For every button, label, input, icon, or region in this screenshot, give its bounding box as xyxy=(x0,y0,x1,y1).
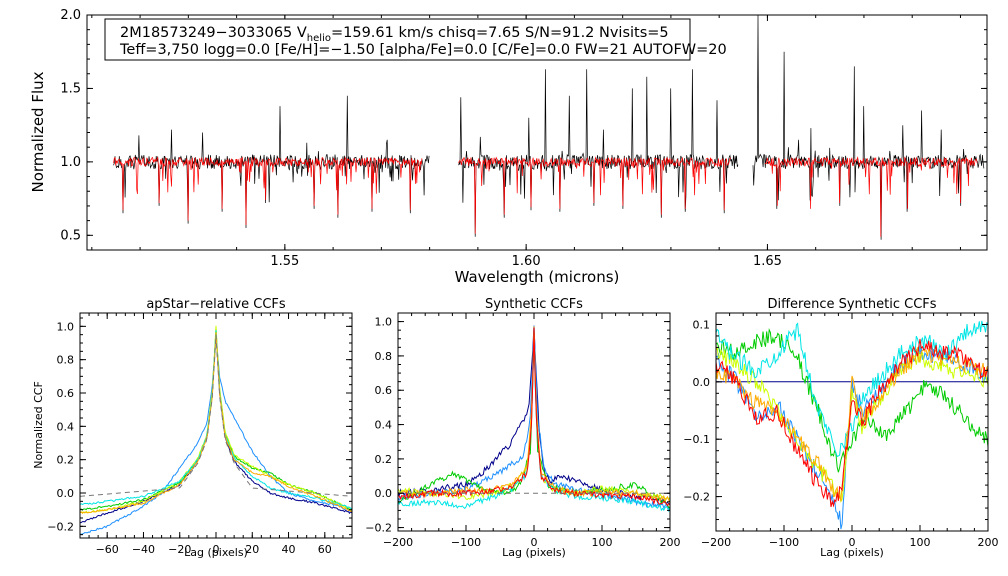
3-x-tick-label: 100 xyxy=(910,536,931,549)
synthetic-ccf-plot-area xyxy=(397,325,671,513)
3-y-tick-label: −0.2 xyxy=(683,491,710,504)
2-x-tick-label: −100 xyxy=(451,536,481,549)
1-y-tick-label: −0.2 xyxy=(47,520,74,533)
observed-spectrum-line xyxy=(752,14,985,240)
spectrum-info-line-1: 2M18573249−3033065 Vhelio=159.61 km/s ch… xyxy=(120,25,669,44)
3-y-tick-label: 0.0 xyxy=(693,376,711,389)
1-y-tick-label: 0.0 xyxy=(57,487,75,500)
spectrum-info-box xyxy=(104,18,691,61)
info-line-1-sub: helio xyxy=(307,33,331,44)
model-spectrum-line xyxy=(458,156,732,234)
synthetic-ccf-panel: −200 −100 0 100 200 −0.2 0.0 0.2 0.4 0.6 0.8 1.0 Sy… xyxy=(365,297,680,559)
synthetic-ccf-ticks: −200 −100 0 100 200 −0.2 0.0 0.2 0.4 0.6 0.8 1.0 xyxy=(365,313,681,549)
1-y-tick-label: 0.6 xyxy=(57,387,75,400)
2-y-tick-label: 0.2 xyxy=(375,453,393,466)
1-x-tick-label: −20 xyxy=(168,543,191,556)
2-y-tick-label: 0.4 xyxy=(375,419,393,432)
2-x-tick-label: 200 xyxy=(660,536,681,549)
0-y-tick-label: 2.0 xyxy=(60,8,81,23)
apstar-ccf-panel: −60 −40 −20 0 20 40 60 −0.2 0.0 0.2 0.4 0.6 0.8 1.0 a… xyxy=(32,297,353,559)
2-x-tick-label: −200 xyxy=(383,536,413,549)
ccf-series-diff-7 xyxy=(715,338,989,508)
info-line-1-pre: 2M18573249−3033065 V xyxy=(120,25,307,41)
1-y-tick-label: 0.8 xyxy=(57,354,75,367)
2-x-tick-label: 0 xyxy=(531,536,538,549)
3-y-tick-label: −0.1 xyxy=(683,433,710,446)
spectrum-x-axis-label: Wavelength (microns) xyxy=(455,268,620,286)
2-y-tick-label: −0.2 xyxy=(365,522,392,535)
3-x-tick-label: −100 xyxy=(769,536,799,549)
difference-ccf-ticks: −200 −100 0 100 200 −0.2 −0.1 0.0 0.1 xyxy=(683,312,999,549)
apstar-ccf-title: apStar−relative CCFs xyxy=(146,297,286,312)
ccf-series-visit-3 xyxy=(79,328,353,511)
0-y-tick-label: 1.0 xyxy=(60,155,81,170)
apstar-ccf-y-axis-label: Normalized CCF xyxy=(32,381,45,469)
0-x-tick-label: 1.55 xyxy=(270,254,299,269)
1-x-tick-label: 0 xyxy=(213,543,220,556)
3-x-tick-label: 0 xyxy=(849,536,856,549)
spectrum-panel: 1.55 1.60 1.65 0.5 1.0 1.5 2.0 Wavelength (mic… xyxy=(29,8,988,286)
2-y-tick-label: 0.6 xyxy=(375,384,393,397)
apstar-ccf-plot-area xyxy=(79,325,353,535)
difference-ccf-x-axis-label: Lag (pixels) xyxy=(820,546,884,559)
ccf-series-visit-5 xyxy=(79,330,353,510)
1-x-tick-label: −60 xyxy=(96,543,119,556)
0-x-tick-label: 1.60 xyxy=(512,254,541,269)
2-x-tick-label: 100 xyxy=(592,536,613,549)
difference-ccf-plot-area xyxy=(715,320,989,530)
1-y-tick-label: 1.0 xyxy=(57,320,75,333)
info-line-1-post: =159.61 km/s chisq=7.65 S/N=91.2 Nvisits… xyxy=(331,25,669,41)
3-x-tick-label: 200 xyxy=(978,536,999,549)
apstar-ccf-ticks: −60 −40 −20 0 20 40 60 −0.2 0.0 0.2 0.4 0.6 0.8 1.0 xyxy=(47,313,353,556)
synthetic-ccf-title: Synthetic CCFs xyxy=(485,297,583,312)
1-x-tick-label: 20 xyxy=(245,543,259,556)
observed-spectrum-line xyxy=(113,95,430,229)
1-x-tick-label: −40 xyxy=(132,543,155,556)
1-y-tick-label: 0.2 xyxy=(57,454,75,467)
spectrum-y-axis-label: Normalized Flux xyxy=(29,71,47,192)
1-y-tick-label: 0.4 xyxy=(57,420,75,433)
model-spectrum-line xyxy=(113,156,423,226)
difference-ccf-panel: −200 −100 0 100 200 −0.2 −0.1 0.0 0.1 Difference… xyxy=(683,297,998,559)
ccf-series-diff-3 xyxy=(715,328,989,473)
0-x-tick-label: 1.65 xyxy=(753,254,782,269)
spectrum-info-line-2: Teff=3,750 logg=0.0 [Fe/H]=−1.50 [alpha/… xyxy=(119,42,727,58)
observed-spectrum-line xyxy=(458,69,739,237)
synthetic-ccf-x-axis-label: Lag (pixels) xyxy=(502,546,566,559)
difference-ccf-title: Difference Synthetic CCFs xyxy=(767,297,936,312)
2-y-tick-label: 0.0 xyxy=(375,487,393,500)
ccf-series-visit-6 xyxy=(79,332,353,515)
ccf-series-visit-2 xyxy=(79,337,353,535)
ccf-series-model-5 xyxy=(397,333,671,513)
apstar-ccf-x-axis-label: Lag (pixels) xyxy=(184,546,248,559)
spectrum-plot-area xyxy=(113,14,985,240)
3-y-tick-label: 0.1 xyxy=(693,318,711,331)
2-y-tick-label: 1.0 xyxy=(375,316,393,329)
1-x-tick-label: 40 xyxy=(282,543,296,556)
ccf-series-diff-4 xyxy=(715,346,989,503)
ccf-series-visit-4 xyxy=(79,325,353,514)
ccf-series-reference xyxy=(79,334,353,497)
ccf-series-model-3 xyxy=(397,340,671,509)
2-y-tick-label: 0.8 xyxy=(375,350,393,363)
model-spectrum-line xyxy=(764,156,978,237)
0-y-tick-label: 1.5 xyxy=(60,81,81,96)
1-x-tick-label: 60 xyxy=(318,543,332,556)
0-y-tick-label: 0.5 xyxy=(60,228,81,243)
3-x-tick-label: −200 xyxy=(701,536,731,549)
spectrum-ticks: 1.55 1.60 1.65 0.5 1.0 1.5 2.0 xyxy=(60,8,987,269)
